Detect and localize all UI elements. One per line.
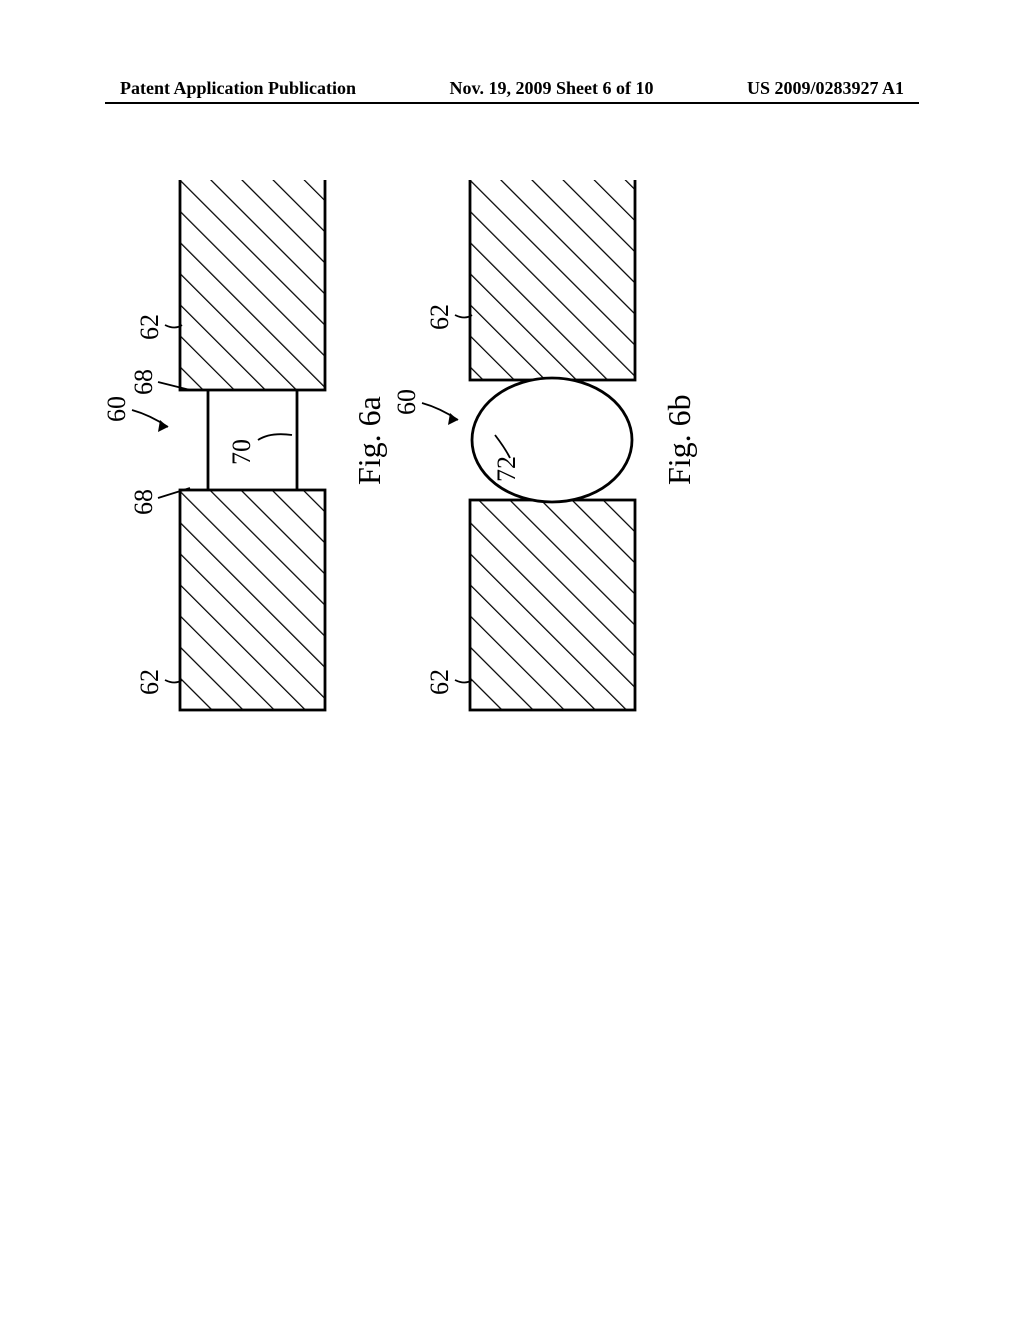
fig6b-label-60: 60: [392, 389, 421, 415]
patent-diagram: 62 62 62 68: [0, 180, 1024, 1180]
fig6b-caption: Fig. 6b: [661, 394, 697, 485]
fig6b-ellipse: [472, 378, 632, 502]
fig6a-caption: Fig. 6a: [351, 396, 387, 485]
header-rule: [105, 102, 919, 104]
fig6a-block-left: [180, 490, 325, 710]
fig6a-label-68r: 68: [129, 369, 158, 395]
fig6b-block-left: [470, 500, 635, 710]
page-header: Patent Application Publication Nov. 19, …: [0, 78, 1024, 99]
header-right: US 2009/0283927 A1: [747, 78, 904, 99]
figure-area: 62 62 62 68: [0, 180, 1024, 1180]
fig6b-block-right: [470, 180, 635, 380]
fig6a-label-70: 70: [227, 439, 256, 465]
fig6b-label-72: 72: [492, 456, 521, 482]
fig6a-label-62r: 62: [135, 314, 164, 340]
fig6a-label-62l: 62: [135, 669, 164, 695]
fig6b-label-62l: 62: [425, 669, 454, 695]
header-left: Patent Application Publication: [120, 78, 356, 99]
fig6a-label-68l: 68: [129, 489, 158, 515]
fig6a-block-right: [180, 180, 325, 390]
fig6b-label-62r: 62: [425, 304, 454, 330]
fig6a-label-60: 60: [102, 396, 131, 422]
header-center: Nov. 19, 2009 Sheet 6 of 10: [450, 78, 654, 99]
